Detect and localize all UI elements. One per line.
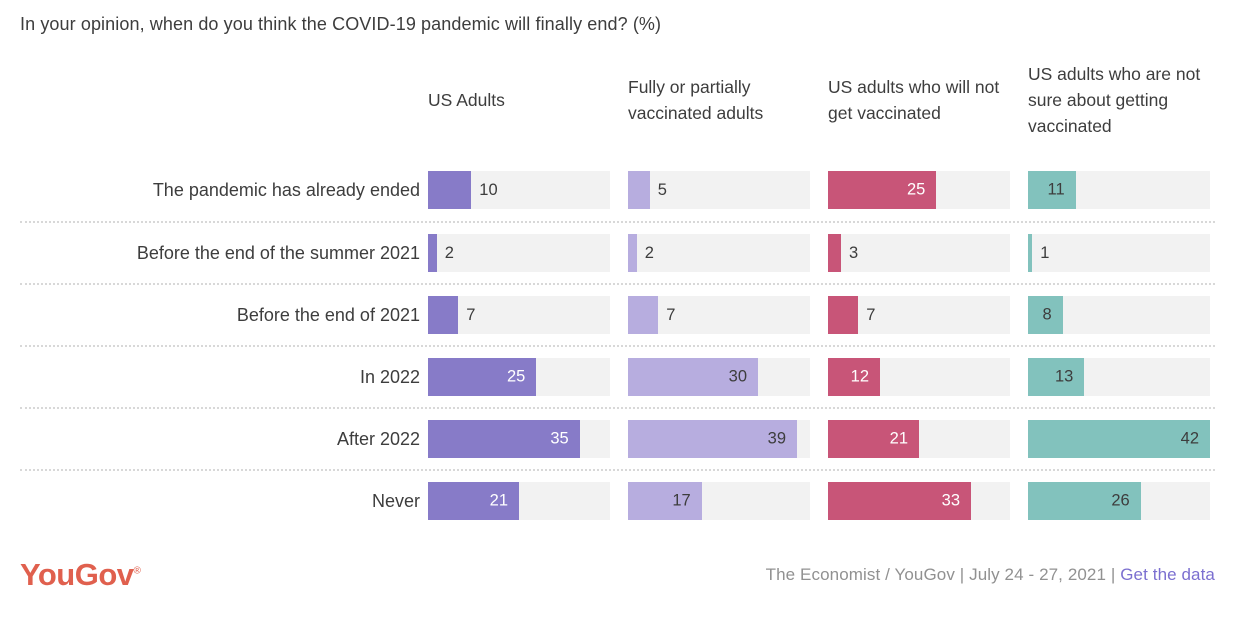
bar-track: 39 bbox=[628, 420, 810, 458]
chart-body: The pandemic has already ended 10 5 25 1… bbox=[20, 159, 1215, 531]
chart-row: Before the end of 2021 7 7 7 8 bbox=[20, 283, 1215, 345]
bar-value-label: 30 bbox=[728, 367, 747, 386]
source-line: The Economist / YouGov | July 24 - 27, 2… bbox=[766, 565, 1215, 585]
bar-value-label: 25 bbox=[906, 180, 926, 199]
bar-value-label: 3 bbox=[849, 243, 859, 262]
yougov-logo: YouGov® bbox=[20, 557, 141, 593]
bar-value-label: 8 bbox=[1042, 305, 1052, 324]
series-header-us-adults: US Adults bbox=[428, 89, 505, 110]
bar-value-label: 2 bbox=[644, 243, 654, 262]
bar-value-label: 7 bbox=[466, 305, 476, 324]
bar bbox=[428, 296, 459, 334]
bar-track: 7 bbox=[628, 296, 810, 334]
bar bbox=[428, 171, 472, 209]
bar-track: 13 bbox=[1028, 358, 1210, 396]
bar-value-label: 5 bbox=[657, 180, 667, 199]
bar: 13 bbox=[1028, 358, 1085, 396]
bar-value-label: 7 bbox=[666, 305, 676, 324]
bar-track: 2 bbox=[428, 234, 610, 272]
bar-value-label: 11 bbox=[1047, 180, 1065, 199]
bar-track: 2 bbox=[628, 234, 810, 272]
bar-value-label: 42 bbox=[1180, 429, 1199, 448]
category-label: The pandemic has already ended bbox=[152, 179, 420, 200]
registered-trademark-icon: ® bbox=[133, 565, 141, 577]
bar-value-label: 21 bbox=[489, 491, 508, 510]
chart-title: In your opinion, when do you think the C… bbox=[20, 14, 662, 34]
bar-track: 17 bbox=[628, 482, 810, 520]
chart-row: Never 21 17 33 26 bbox=[20, 469, 1215, 531]
source-text: The Economist / YouGov | July 24 - 27, 2… bbox=[765, 565, 1116, 584]
bar-value-label: 1 bbox=[1040, 243, 1050, 262]
bar bbox=[628, 296, 659, 334]
bar bbox=[828, 234, 841, 272]
bar: 12 bbox=[828, 358, 880, 396]
series-header-row: US Adults Fully or partially vaccinated … bbox=[20, 41, 1215, 159]
chart-row: The pandemic has already ended 10 5 25 1… bbox=[20, 159, 1215, 221]
bar-value-label: 17 bbox=[672, 491, 691, 510]
series-header-not-sure: US adults who are not sure about getting… bbox=[1028, 63, 1201, 137]
bar: 21 bbox=[428, 482, 519, 520]
bar-value-label: 7 bbox=[866, 305, 876, 324]
category-label: Before the end of 2021 bbox=[236, 304, 420, 325]
bar-value-label: 13 bbox=[1054, 367, 1074, 386]
bar bbox=[828, 296, 859, 334]
bar-track: 10 bbox=[428, 171, 610, 209]
bar-track: 7 bbox=[428, 296, 610, 334]
chart-row: In 2022 25 30 12 13 bbox=[20, 345, 1215, 407]
chart-page: In your opinion, when do you think the C… bbox=[20, 14, 1215, 593]
category-label: Before the end of the summer 2021 bbox=[136, 242, 420, 263]
bar-value-label: 10 bbox=[479, 180, 498, 199]
bar: 26 bbox=[1028, 482, 1141, 520]
yougov-logo-text: YouGov bbox=[20, 557, 134, 592]
bar-value-label: 26 bbox=[1111, 491, 1130, 510]
bar-track: 25 bbox=[828, 171, 1010, 209]
bar: 21 bbox=[828, 420, 919, 458]
bar-track: 26 bbox=[1028, 482, 1210, 520]
bar: 8 bbox=[1028, 296, 1063, 334]
bar-value-label: 2 bbox=[444, 243, 454, 262]
bar-track: 7 bbox=[828, 296, 1010, 334]
bar-track: 33 bbox=[828, 482, 1010, 520]
bar-track: 3 bbox=[828, 234, 1010, 272]
bar-track: 5 bbox=[628, 171, 810, 209]
bar-value-label: 12 bbox=[850, 367, 869, 386]
bar-value-label: 33 bbox=[941, 491, 960, 510]
bar: 17 bbox=[628, 482, 702, 520]
bar-value-label: 21 bbox=[889, 429, 908, 448]
bar-track: 1 bbox=[1028, 234, 1210, 272]
category-label: Never bbox=[371, 490, 420, 511]
bar: 33 bbox=[828, 482, 971, 520]
bar: 30 bbox=[628, 358, 758, 396]
chart-row: After 2022 35 39 21 42 bbox=[20, 407, 1215, 469]
series-header-will-not-vaccinate: US adults who will not get vaccinated bbox=[828, 76, 1000, 123]
bar-track: 8 bbox=[1028, 296, 1210, 334]
bar: 35 bbox=[428, 420, 580, 458]
bar-track: 12 bbox=[828, 358, 1010, 396]
footer: YouGov® The Economist / YouGov | July 24… bbox=[20, 557, 1215, 593]
bar: 25 bbox=[428, 358, 537, 396]
bar-track: 25 bbox=[428, 358, 610, 396]
bar: 25 bbox=[828, 171, 937, 209]
bar bbox=[428, 234, 437, 272]
bar-track: 35 bbox=[428, 420, 610, 458]
bar-track: 21 bbox=[428, 482, 610, 520]
chart-row: Before the end of the summer 2021 2 2 3 … bbox=[20, 221, 1215, 283]
bar: 42 bbox=[1028, 420, 1210, 458]
bar: 11 bbox=[1028, 171, 1076, 209]
get-the-data-link[interactable]: Get the data bbox=[1120, 565, 1215, 584]
bar-track: 21 bbox=[828, 420, 1010, 458]
bar-value-label: 39 bbox=[767, 429, 786, 448]
bar bbox=[1028, 234, 1033, 272]
category-label: In 2022 bbox=[359, 366, 420, 387]
bar bbox=[628, 171, 650, 209]
series-header-vaccinated: Fully or partially vaccinated adults bbox=[628, 76, 764, 123]
category-label: After 2022 bbox=[336, 428, 420, 449]
bar: 39 bbox=[628, 420, 797, 458]
bar-track: 30 bbox=[628, 358, 810, 396]
bar bbox=[628, 234, 637, 272]
bar-value-label: 35 bbox=[550, 429, 569, 448]
bar-value-label: 25 bbox=[506, 367, 526, 386]
bar-track: 11 bbox=[1028, 171, 1210, 209]
bar-track: 42 bbox=[1028, 420, 1210, 458]
